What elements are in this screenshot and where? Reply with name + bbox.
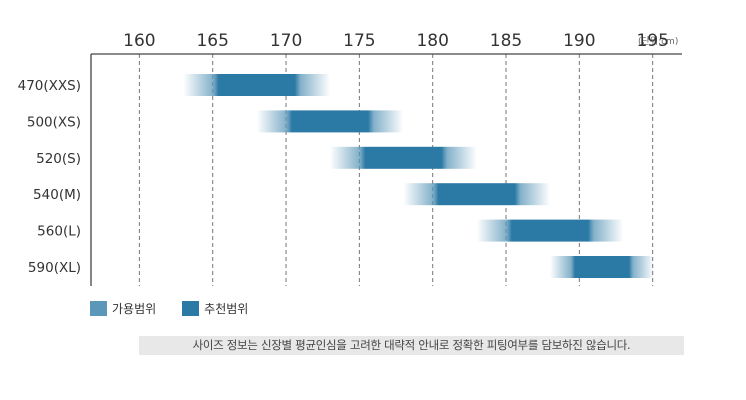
x-tick-label: 170 <box>270 31 302 51</box>
bar-layer <box>183 74 667 278</box>
legend-label-allowable: 가용범위 <box>112 302 157 316</box>
x-tick-label: 175 <box>343 31 375 51</box>
x-tick-label: 165 <box>196 31 228 51</box>
range-bar-allowable <box>476 219 624 242</box>
range-bar-recommended <box>433 183 521 205</box>
legend-label-recommended: 추천범위 <box>204 302 249 316</box>
category-label: 500(XS) <box>27 114 81 130</box>
legend-item-recommended: 추천범위 <box>182 300 248 317</box>
x-tick-label: 185 <box>490 31 522 51</box>
range-bar-recommended <box>213 74 301 96</box>
x-tick-label: 190 <box>563 31 595 51</box>
legend-swatch-allowable <box>90 301 107 316</box>
x-tick-label: 195 <box>636 31 668 51</box>
range-bar-allowable <box>330 146 477 169</box>
legend-item-allowable: 가용범위 <box>90 300 156 317</box>
x-tick-label: 180 <box>416 31 448 51</box>
category-label: 520(S) <box>36 151 81 167</box>
category-label: 540(M) <box>33 187 81 203</box>
range-bar-allowable <box>256 110 404 133</box>
range-bar-recommended <box>506 220 594 242</box>
range-bar-recommended <box>579 256 667 278</box>
category-label: 590(XL) <box>28 260 81 276</box>
size-range-chart: (단위:cm) 160 165 170 175 180 185 190 195 470(XXS)… <box>18 31 682 286</box>
range-bar-allowable <box>183 74 331 96</box>
category-label: 470(XXS) <box>18 78 81 94</box>
range-bar-recommended <box>286 110 374 132</box>
legend: 가용범위 추천범위 <box>90 300 274 317</box>
x-tick-label: 160 <box>123 31 155 51</box>
size-notice: 사이즈 정보는 신장별 평균인심을 고려한 대략적 안내로 정확한 피팅여부를 … <box>139 336 684 355</box>
legend-swatch-recommended <box>182 301 200 316</box>
label-layer: (단위:cm) 160 165 170 175 180 185 190 195 470(XXS)… <box>18 31 679 276</box>
unit-label: (단위:cm) <box>638 36 678 47</box>
category-label: 560(L) <box>37 224 81 240</box>
axis-layer <box>90 53 682 286</box>
range-bar-allowable <box>403 183 551 206</box>
range-bar-recommended <box>359 147 447 169</box>
range-bar-allowable <box>550 256 654 278</box>
